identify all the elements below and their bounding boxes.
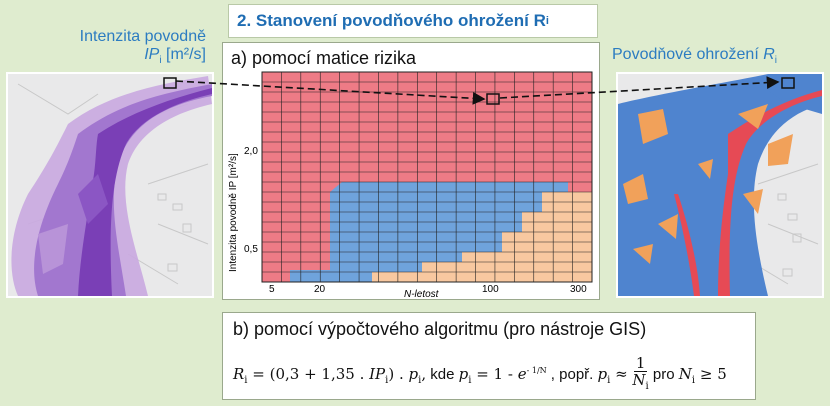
f-eq1: = (0,3 + 1,35 .: [247, 365, 370, 383]
f-ip-sub: i: [385, 375, 389, 386]
f-r: R: [233, 365, 245, 383]
x-tick-5: 5: [269, 284, 275, 295]
left-label-line2: IPi [m²/s]: [6, 46, 206, 70]
arrow-map-to-matrix: [175, 80, 486, 105]
f-frac-num: 1: [633, 354, 648, 372]
right-label-sub: i: [774, 55, 778, 67]
left-map-label: Intenzita povodně IPi [m²/s]: [6, 28, 206, 70]
f-fraction: 1 Ni: [632, 355, 648, 395]
intensity-map: [6, 72, 214, 298]
f-p1-sub: i: [418, 375, 422, 386]
f-p2-sub: i: [468, 375, 472, 386]
right-label-var: R: [763, 46, 775, 63]
region-low: [372, 192, 568, 282]
title-text: 2. Stanovení povodňového ohrožení R: [237, 11, 546, 30]
left-marker-square: [163, 77, 177, 89]
y-tick-2: 2,0: [244, 146, 258, 157]
chart-grid: [262, 72, 592, 282]
chart-marker-square: [486, 93, 500, 105]
f-approx: ≈: [610, 365, 633, 383]
f-n-sub: i: [691, 375, 696, 386]
intensity-map-svg: [11, 76, 212, 296]
panel-a-title: a) pomocí matice rizika: [231, 48, 417, 68]
right-map-label: Povodňové ohrožení Ri: [612, 46, 824, 70]
f-n: N: [678, 365, 692, 383]
f-eq3: = 1 -: [471, 365, 518, 383]
risk-matrix-chart: Intenzita povodně IP [m²/s] 2,0 0,5 5 20…: [228, 71, 593, 300]
panel-algorithm: b) pomocí výpočtového algoritmu (pro nás…: [222, 312, 756, 400]
risk-formula: Ri = (0,3 + 1,35 . IPi) . pi, kde pi = 1…: [233, 355, 727, 395]
right-marker-square: [781, 77, 795, 89]
x-axis-label: N-letost: [404, 289, 440, 300]
f-exp: - 1/N: [526, 366, 547, 375]
f-frac-den-sub: i: [645, 381, 649, 392]
f-comma: ,: [421, 365, 427, 383]
f-ip: IP: [369, 365, 386, 383]
right-label-text: Povodňové ohrožení: [612, 46, 764, 63]
f-eq2: ) .: [388, 365, 409, 383]
f-e: e: [517, 365, 527, 383]
arrow-matrix-to-map: [499, 76, 780, 99]
x-tick-20: 20: [314, 284, 326, 295]
y-tick-05: 0,5: [244, 244, 258, 255]
f-pro: pro: [648, 366, 679, 383]
f-popr: , popř.: [546, 366, 598, 383]
f-ge: ≥ 5: [695, 365, 727, 383]
left-label-var: IP: [144, 46, 160, 63]
f-frac-den-wrap: Ni: [632, 372, 648, 395]
x-tick-100: 100: [482, 284, 499, 295]
f-frac-den: N: [632, 371, 646, 389]
f-p2: p: [458, 365, 469, 383]
y-axis-label: Intenzita povodně IP [m²/s]: [228, 153, 239, 272]
f-kde: kde: [426, 366, 459, 383]
left-label-sub: i: [159, 55, 162, 67]
f-p1: p: [408, 365, 419, 383]
left-label-line1: Intenzita povodně: [79, 28, 206, 45]
panel-b-title: b) pomocí výpočtového algoritmu (pro nás…: [233, 319, 647, 339]
x-tick-300: 300: [570, 284, 587, 295]
f-r-sub: i: [244, 375, 248, 386]
f-p3-sub: i: [607, 375, 611, 386]
title-sub: i: [545, 15, 549, 27]
f-p3: p: [597, 365, 608, 383]
left-label-unit: [m²/s]: [161, 46, 206, 63]
